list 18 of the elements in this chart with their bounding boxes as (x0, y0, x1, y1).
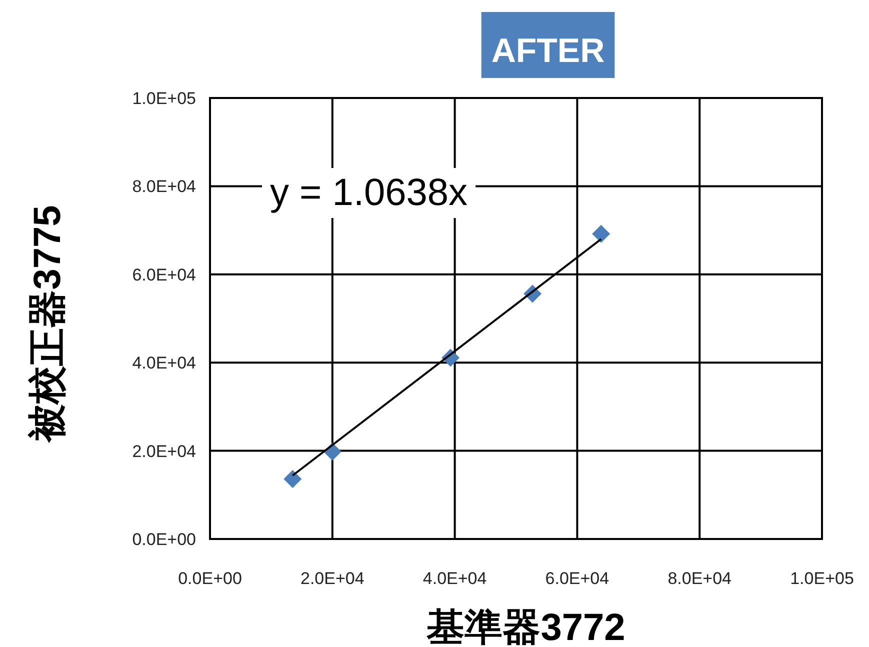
y-tick-label: 0.0E+00 (132, 530, 196, 549)
x-tick-label: 6.0E+04 (545, 569, 610, 588)
y-axis-title: 被校正器3775 (27, 205, 69, 444)
y-tick-label: 8.0E+04 (132, 177, 196, 196)
point (284, 470, 302, 488)
chart-title: AFTER (491, 32, 605, 70)
y-tick-label: 6.0E+04 (132, 265, 196, 284)
annotation: y = 1.0638x (270, 172, 468, 214)
y-tick-label: 4.0E+04 (132, 354, 196, 373)
point (592, 224, 610, 243)
x-tick-label: 4.0E+04 (422, 569, 487, 588)
x-tick-label: 8.0E+04 (668, 569, 732, 588)
y-tick-label: 1.0E+05 (132, 89, 196, 108)
y-tick-label: 2.0E+04 (132, 442, 196, 461)
x-tick-label: 0.0E+00 (178, 569, 242, 588)
x-tick-label: 2.0E+04 (300, 569, 364, 588)
x-axis-title: 基準器3772 (426, 607, 626, 647)
x-tick-label: 1.0E+05 (790, 569, 854, 588)
